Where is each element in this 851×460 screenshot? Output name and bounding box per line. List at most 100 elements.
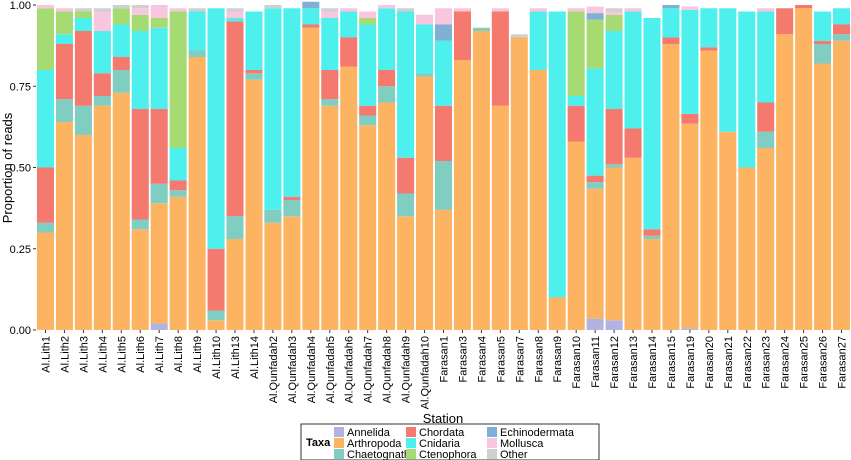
bar-segment <box>131 5 149 9</box>
bar-segment <box>397 8 415 12</box>
bar-segment <box>188 57 206 330</box>
bar-segment <box>93 105 111 330</box>
bar-segment <box>112 70 130 93</box>
x-tick-label: Al.Lith9 <box>192 336 204 373</box>
bar-segment <box>302 8 320 25</box>
bar-segment <box>681 328 699 331</box>
bar-segment <box>586 188 604 319</box>
bar-segment <box>55 34 73 44</box>
bar-segment <box>74 8 92 12</box>
bar-segment <box>150 27 168 109</box>
x-tick-label: Al.Qunfadah4 <box>306 336 318 403</box>
x-tick-label: Al.Qunfadah2 <box>268 336 280 403</box>
bar-segment <box>814 11 832 41</box>
x-tick-label: Al.Qunfadah9 <box>401 336 413 403</box>
legend-swatch <box>487 449 497 459</box>
bar-segment <box>814 63 832 330</box>
bar-segment <box>397 193 415 217</box>
bar-segment <box>321 11 339 18</box>
bar-segment <box>245 73 263 80</box>
legend-label: Chordata <box>419 427 465 439</box>
bar-segment <box>453 8 471 12</box>
x-tick-label: Farasan21 <box>723 336 735 389</box>
x-tick-label: Farasan4 <box>476 336 488 382</box>
bar-segment <box>340 8 358 12</box>
x-tick-label: Farasan1 <box>439 336 451 382</box>
bar-segment <box>662 8 680 38</box>
bar-segment <box>226 216 244 239</box>
bar-segment <box>472 27 490 31</box>
bar-segment <box>226 18 244 22</box>
bar-segment <box>738 11 756 168</box>
bar-segment <box>700 47 718 51</box>
bar-segment <box>700 50 718 330</box>
bar-segment <box>510 34 528 38</box>
bar-segment <box>700 8 718 48</box>
bar-segment <box>605 31 623 109</box>
x-tick-label: Al.Lith2 <box>59 336 71 373</box>
bar-segment <box>283 8 301 197</box>
x-tick-label: Farasan5 <box>495 336 507 382</box>
bar-segment <box>131 109 149 220</box>
legend-label: Annelida <box>347 427 391 439</box>
bar-segment <box>150 203 168 324</box>
bar-segment <box>719 131 737 330</box>
bar-segment <box>681 123 699 329</box>
y-tick-label: 1.00 <box>10 0 31 12</box>
bar-segment <box>548 297 566 330</box>
bar-segment <box>131 8 149 15</box>
bar-segment <box>510 37 528 330</box>
bar-segment <box>681 9 699 114</box>
legend-swatch <box>487 427 497 437</box>
bar-segment <box>207 320 225 330</box>
bar-segment <box>491 105 509 330</box>
bar-segment <box>757 131 775 148</box>
x-tick-label: Farasan27 <box>837 336 849 389</box>
y-tick-label: 0.50 <box>10 163 31 175</box>
x-tick-label: Al.Qunfadah5 <box>325 336 337 403</box>
bar-segment <box>832 24 851 35</box>
bar-segment <box>491 11 509 106</box>
bar-segment <box>605 8 623 12</box>
x-tick-label: Farasan10 <box>571 336 583 389</box>
legend-swatch <box>334 427 344 437</box>
bar-segment <box>302 24 320 28</box>
x-axis-title: Station <box>423 411 463 426</box>
bar-segment <box>55 122 73 330</box>
x-tick-label: Al.Lith4 <box>97 336 109 373</box>
bar-segment <box>567 141 585 330</box>
bar-segment <box>150 323 168 330</box>
bar-segment <box>264 8 282 210</box>
x-tick-label: Farasan8 <box>533 336 545 382</box>
bar-segment <box>359 105 377 116</box>
bar-segment <box>605 109 623 165</box>
bar-segment <box>36 222 55 233</box>
bar-segment <box>283 200 301 217</box>
bar-segment <box>283 216 301 330</box>
y-tick-label: 0.25 <box>10 244 31 256</box>
bar-segment <box>586 182 604 189</box>
bar-segment <box>169 8 187 12</box>
legend-swatch <box>406 449 416 459</box>
bar-segment <box>321 8 339 12</box>
x-tick-label: Al.Qunfadah10 <box>420 336 432 409</box>
bar-segment <box>624 128 642 158</box>
bar-segment <box>397 157 415 194</box>
bar-segment <box>93 11 111 31</box>
bar-segment <box>36 232 55 330</box>
bar-segment <box>832 8 851 25</box>
bar-segment <box>586 175 604 183</box>
bar-segment <box>74 11 92 18</box>
bar-segment <box>586 6 604 14</box>
bar-segment <box>832 34 851 41</box>
bar-segment <box>662 44 680 330</box>
bar-segment <box>605 167 623 321</box>
bar-segment <box>207 8 225 249</box>
bar-segment <box>434 209 453 330</box>
bar-segment <box>245 11 263 70</box>
bar-segment <box>681 113 699 124</box>
bar-segment <box>378 70 396 87</box>
x-tick-label: Farasan9 <box>552 336 564 382</box>
bar-segment <box>738 167 756 330</box>
bar-segment <box>112 92 130 330</box>
